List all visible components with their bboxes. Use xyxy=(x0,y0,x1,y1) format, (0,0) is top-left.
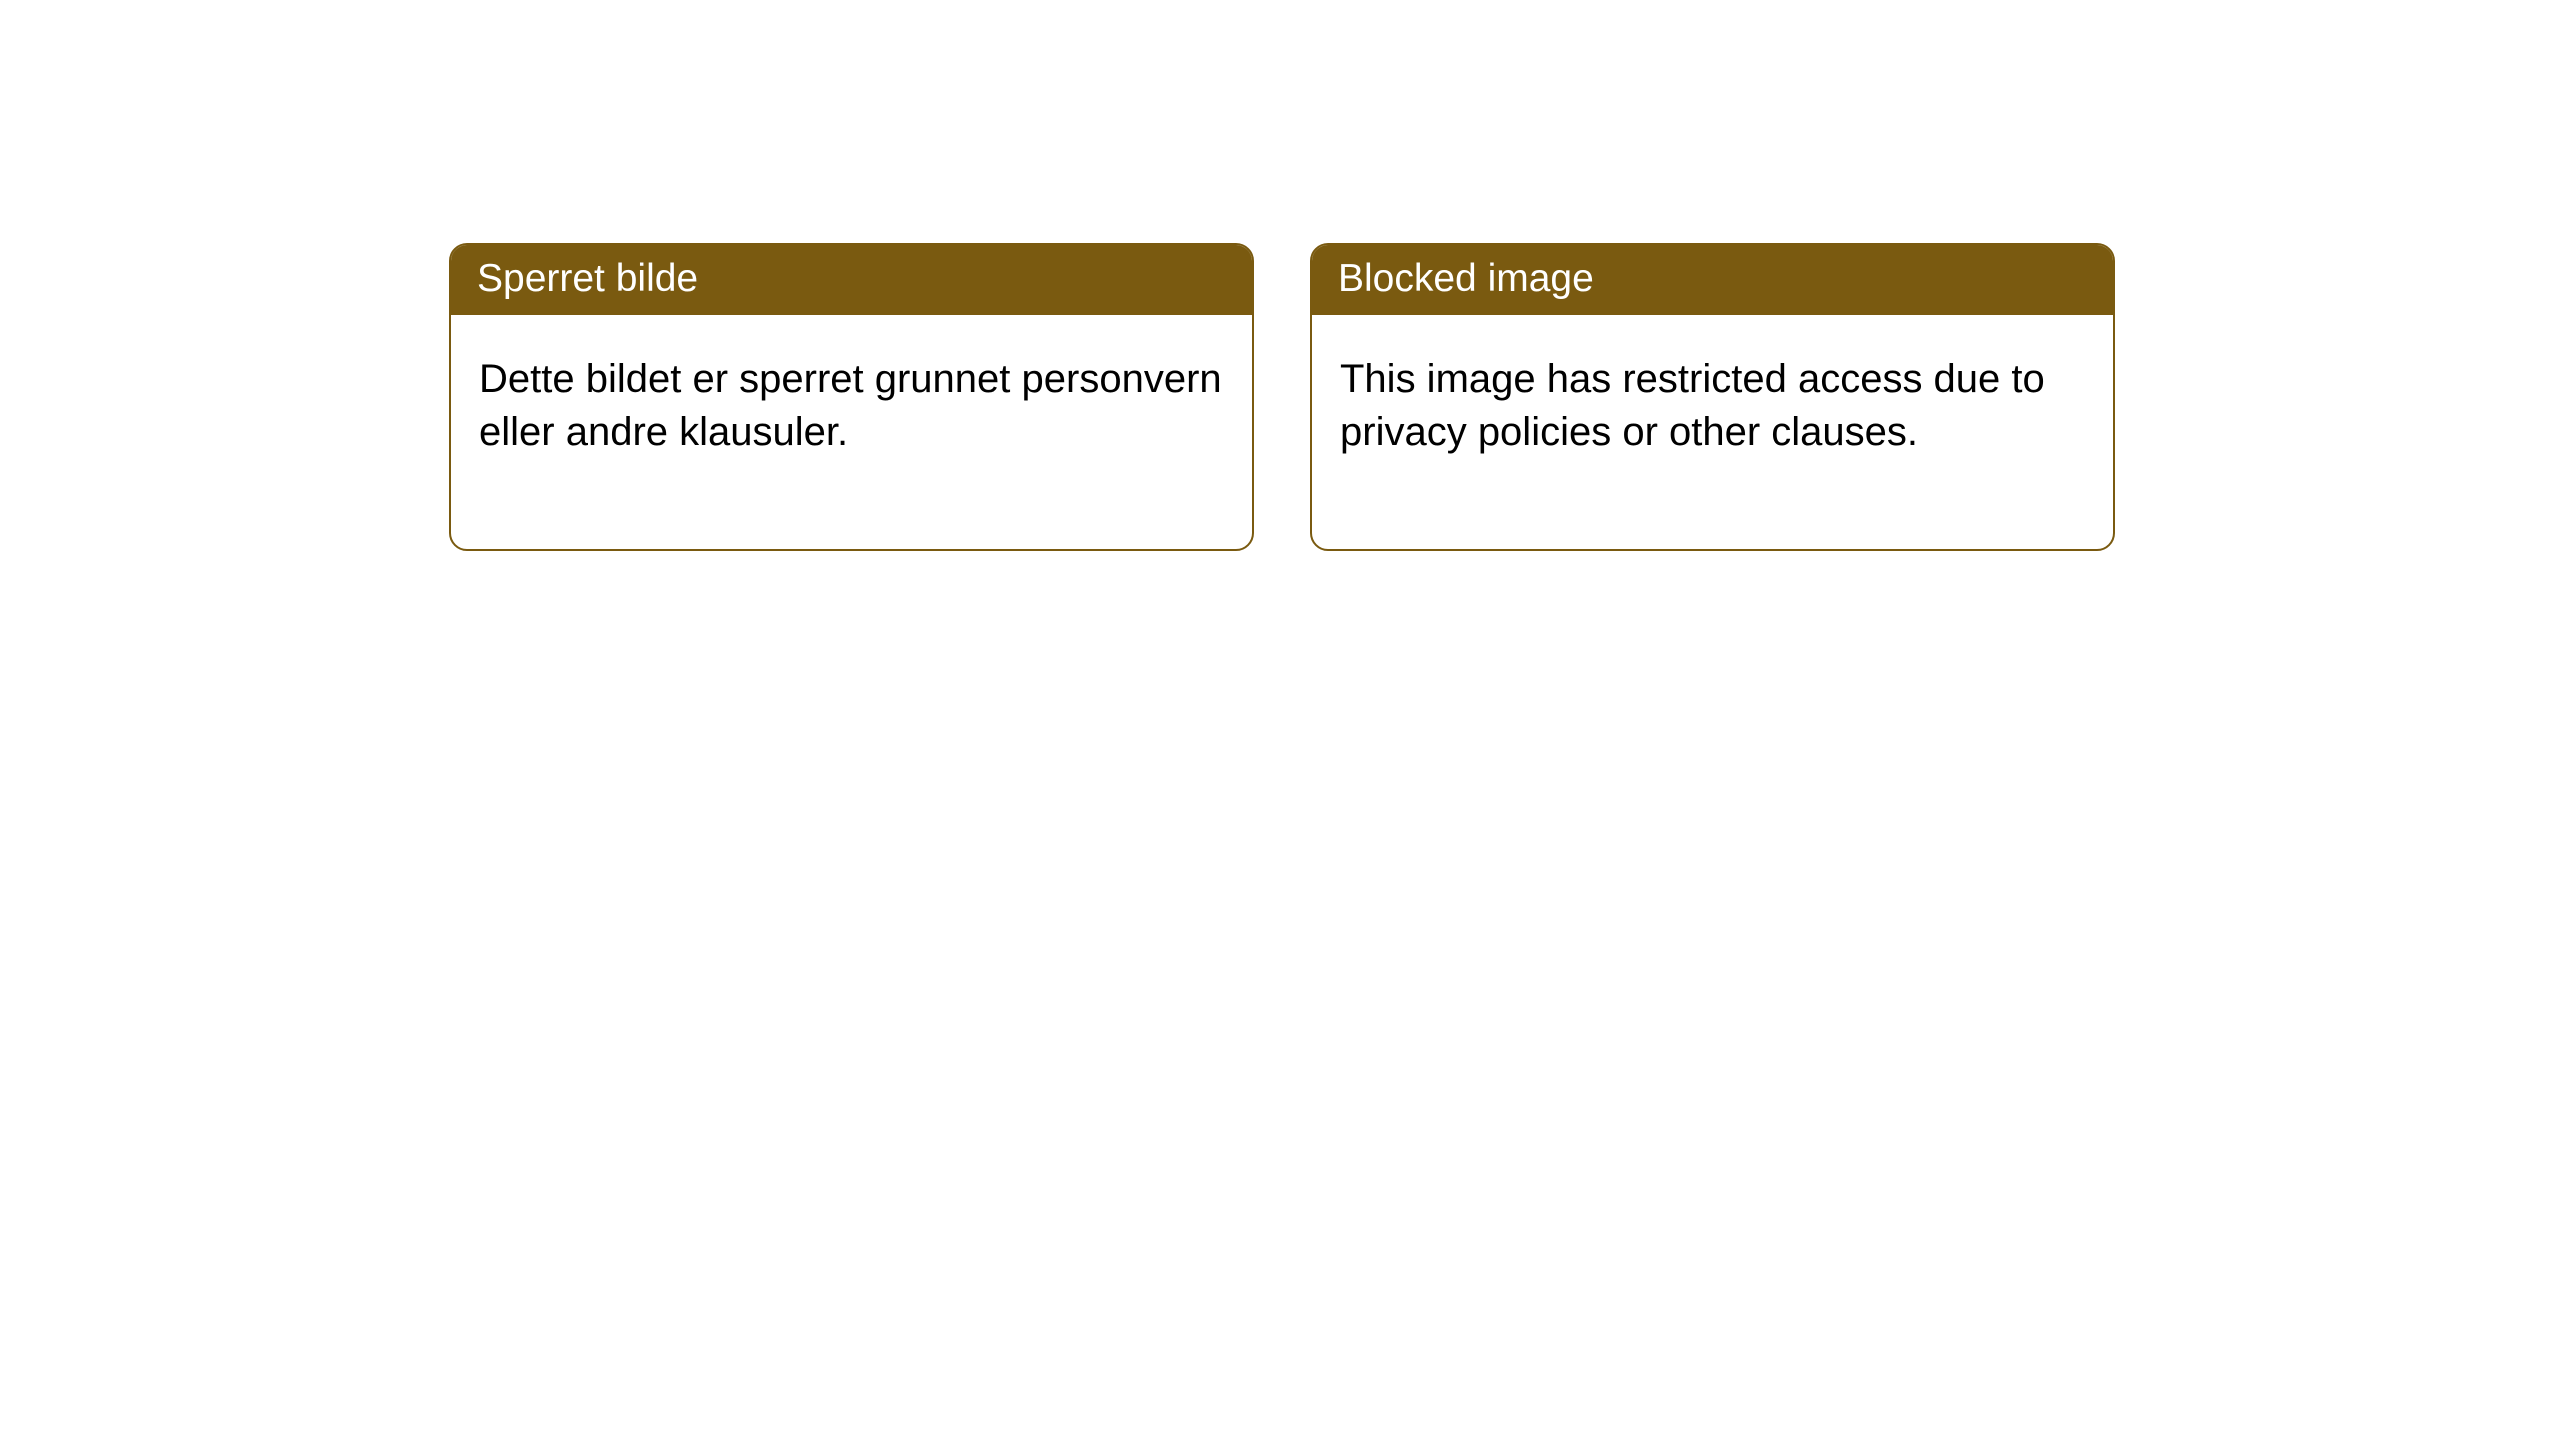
notice-card-norwegian: Sperret bilde Dette bildet er sperret gr… xyxy=(449,243,1254,551)
card-body: This image has restricted access due to … xyxy=(1312,315,2113,549)
card-header: Sperret bilde xyxy=(451,245,1252,315)
card-header: Blocked image xyxy=(1312,245,2113,315)
card-body: Dette bildet er sperret grunnet personve… xyxy=(451,315,1252,549)
notice-card-english: Blocked image This image has restricted … xyxy=(1310,243,2115,551)
notice-cards-container: Sperret bilde Dette bildet er sperret gr… xyxy=(0,0,2560,551)
